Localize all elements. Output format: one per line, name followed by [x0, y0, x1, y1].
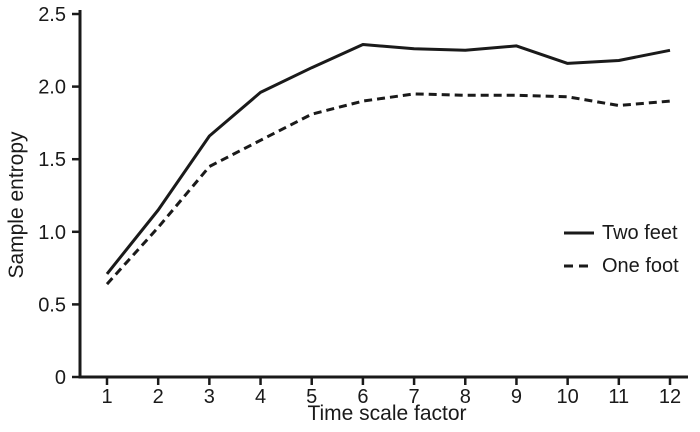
y-tick-label: 2.0: [38, 77, 66, 99]
y-ticks: 0 0.5 1.0 1.5 2.0 2.5: [38, 4, 80, 389]
x-tick-label: 11: [608, 386, 629, 408]
legend-item-two-feet: Two feet: [563, 222, 679, 244]
dashed-line-swatch: [564, 264, 594, 268]
x-tick-label: 5: [306, 386, 317, 408]
legend-label: One foot: [602, 254, 679, 277]
x-tick-label: 6: [357, 386, 368, 408]
x-tick-label: 1: [101, 386, 112, 408]
solid-line-swatch: [564, 231, 594, 235]
series-line-two-feet: [105, 43, 671, 275]
x-tick-label: 8: [460, 386, 471, 408]
x-tick-label: 7: [409, 386, 420, 408]
y-axis-title: Sample entropy: [5, 131, 28, 279]
x-axis-title: Time scale factor: [307, 402, 467, 425]
y-tick-label: 1.0: [38, 222, 66, 244]
y-tick-label: 2.5: [38, 4, 66, 26]
x-tick-label: 9: [511, 386, 522, 408]
legend-item-one-foot: One foot: [563, 255, 679, 277]
x-tick-label: 4: [255, 386, 266, 408]
series-lines: [105, 43, 671, 286]
x-tick-label: 2: [153, 386, 164, 408]
legend: Two feet One foot: [563, 222, 679, 277]
x-tick-label: 3: [204, 386, 215, 408]
y-tick-label: 0.5: [38, 294, 66, 316]
legend-label: Two feet: [602, 221, 678, 244]
y-tick-label: 1.5: [38, 149, 66, 171]
x-tick-label: 12: [659, 386, 681, 408]
x-tick-label: 10: [557, 386, 579, 408]
y-tick-label: 0: [55, 367, 66, 389]
x-ticks: 1 2 3 4 5 6 7 8 9 10 11 12: [101, 377, 681, 408]
series-line-one-foot: [105, 92, 671, 286]
